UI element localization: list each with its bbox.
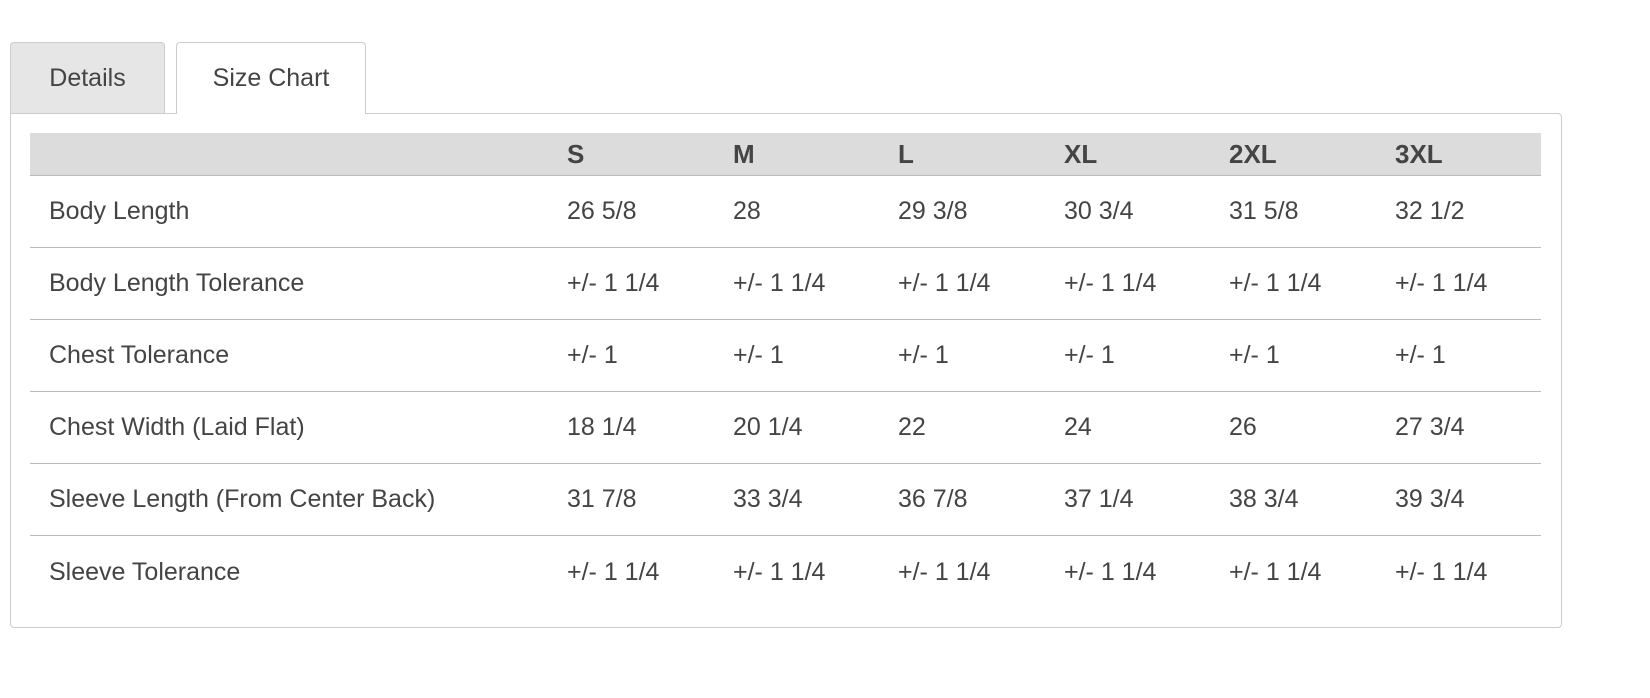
size-value: +/- 1 1/4 — [1064, 269, 1157, 297]
tab-active[interactable]: Size Chart — [176, 42, 366, 114]
size-value: 32 1/2 — [1395, 197, 1465, 225]
size-value: +/- 1 — [1064, 341, 1115, 369]
size-value: +/- 1 1/4 — [1395, 557, 1488, 586]
size-value: +/- 1 1/4 — [1395, 269, 1488, 297]
row-label: Chest Tolerance — [49, 341, 230, 369]
table-row: Body Length Tolerance +/- 1 1/4 +/- 1 1/4 +… — [30, 248, 1541, 320]
size-header: 2XL — [1229, 138, 1277, 169]
size-value: 29 3/8 — [898, 197, 968, 225]
size-value: 36 7/8 — [898, 485, 968, 513]
header-row: S M L XL 2XL 3XL — [30, 133, 1541, 176]
size-value: 26 5/8 — [567, 197, 637, 225]
size-header: M — [733, 138, 755, 169]
size-value: 33 3/4 — [733, 485, 803, 513]
size-value: 39 3/4 — [1395, 485, 1465, 513]
size-value: 31 7/8 — [567, 485, 637, 513]
size-value: 24 — [1064, 413, 1092, 441]
size-value: 22 — [898, 413, 926, 441]
table-row: Chest Width (Laid Flat) 18 1/4 20 1/4 22 24 2… — [30, 392, 1541, 464]
size-value: 18 1/4 — [567, 413, 637, 441]
size-value: +/- 1 — [1229, 341, 1280, 369]
size-value: 37 1/4 — [1064, 485, 1134, 513]
row-label: Body Length — [49, 197, 190, 225]
size-value: 20 1/4 — [733, 413, 803, 441]
table-row: Sleeve Length (From Center Back) 31 7/8 33… — [30, 464, 1541, 536]
size-header: XL — [1064, 138, 1098, 169]
row-label: Sleeve Tolerance — [49, 557, 241, 586]
row-label: Body Length Tolerance — [49, 269, 305, 297]
row-label: Sleeve Length (From Center Back) — [49, 485, 436, 513]
table-row: Chest Tolerance +/- 1 +/- 1 +/- 1 +/- 1 +/- 1… — [30, 320, 1541, 392]
size-value: +/- 1 1/4 — [733, 557, 826, 586]
tab[interactable]: Details — [10, 42, 165, 113]
size-value: +/- 1 — [898, 341, 949, 369]
table-row: Body Length 26 5/8 28 29 3/8 30 3/4 31 5/8 32 … — [30, 176, 1541, 248]
size-value: +/- 1 — [733, 341, 784, 369]
size-value: +/- 1 1/4 — [567, 557, 660, 586]
size-value: +/- 1 — [1395, 341, 1446, 369]
size-value: 26 — [1229, 413, 1257, 441]
size-value: 38 3/4 — [1229, 485, 1299, 513]
tab-panel — [10, 113, 1562, 628]
size-value: +/- 1 1/4 — [567, 269, 660, 297]
size-value: 28 — [733, 197, 761, 225]
size-value: +/- 1 1/4 — [1229, 269, 1322, 297]
size-header: L — [898, 138, 914, 169]
size-header: 3XL — [1395, 138, 1443, 169]
size-value: +/- 1 — [567, 341, 618, 369]
size-value: +/- 1 1/4 — [733, 269, 826, 297]
size-value: 31 5/8 — [1229, 197, 1299, 225]
size-value: +/- 1 1/4 — [1229, 557, 1322, 586]
row-label: Chest Width (Laid Flat) — [49, 413, 305, 441]
size-header: S — [567, 138, 585, 169]
size-value: +/- 1 1/4 — [898, 269, 991, 297]
size-value: +/- 1 1/4 — [898, 557, 991, 586]
size-value: 30 3/4 — [1064, 197, 1134, 225]
size-value: +/- 1 1/4 — [1064, 557, 1157, 586]
table-row: Sleeve Tolerance +/- 1 1/4 +/- 1 1/4 +/- 1 … — [30, 536, 1541, 608]
size-value: 27 3/4 — [1395, 413, 1465, 441]
